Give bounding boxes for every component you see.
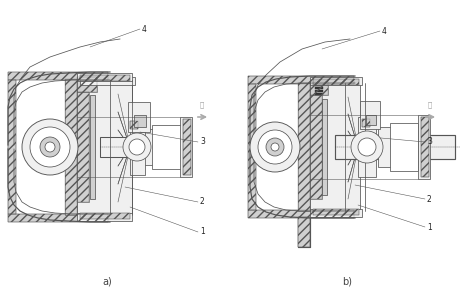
Bar: [362, 119, 370, 127]
Bar: [366, 115, 376, 125]
Bar: [313, 209, 359, 215]
Bar: [362, 119, 370, 127]
Text: 3: 3: [200, 138, 205, 146]
Bar: [315, 86, 323, 89]
Bar: [378, 127, 428, 167]
Bar: [8, 214, 108, 222]
Text: 2: 2: [427, 195, 432, 203]
Bar: [310, 209, 362, 217]
Bar: [130, 121, 138, 129]
Bar: [248, 210, 354, 218]
Bar: [298, 217, 310, 247]
Bar: [313, 79, 359, 85]
Bar: [183, 119, 191, 175]
Circle shape: [271, 143, 279, 151]
Bar: [8, 72, 108, 80]
Bar: [77, 213, 132, 221]
Text: 4: 4: [382, 26, 387, 36]
Bar: [322, 99, 327, 195]
Bar: [248, 76, 354, 84]
Circle shape: [45, 142, 55, 152]
Bar: [248, 210, 354, 218]
Bar: [77, 79, 132, 215]
Bar: [310, 83, 360, 211]
Bar: [358, 117, 376, 177]
Bar: [80, 75, 130, 81]
Text: 后: 后: [428, 102, 432, 108]
Text: 1: 1: [200, 228, 205, 236]
Bar: [100, 137, 190, 157]
Bar: [65, 79, 77, 215]
Circle shape: [250, 122, 300, 172]
Bar: [298, 83, 310, 211]
Bar: [313, 209, 359, 215]
Bar: [65, 79, 77, 215]
Text: b): b): [342, 277, 352, 287]
Bar: [134, 115, 146, 127]
Bar: [90, 95, 95, 199]
Bar: [77, 77, 97, 92]
Circle shape: [129, 139, 145, 155]
Bar: [315, 89, 323, 92]
Bar: [77, 77, 97, 92]
Bar: [130, 121, 138, 129]
Bar: [390, 123, 418, 171]
Circle shape: [358, 138, 376, 156]
Bar: [180, 117, 192, 177]
Bar: [80, 213, 130, 219]
Bar: [421, 117, 429, 177]
Text: a): a): [102, 277, 112, 287]
Bar: [128, 102, 150, 132]
Bar: [418, 115, 430, 179]
Bar: [421, 117, 429, 177]
Bar: [80, 213, 130, 219]
Bar: [335, 135, 455, 159]
Circle shape: [123, 133, 151, 161]
Bar: [315, 83, 323, 86]
Bar: [313, 79, 359, 85]
Bar: [8, 214, 108, 222]
Bar: [248, 84, 256, 210]
Bar: [360, 101, 380, 129]
Bar: [315, 93, 323, 95]
Bar: [183, 119, 191, 175]
Circle shape: [266, 138, 284, 156]
Text: 前: 前: [200, 102, 204, 108]
Bar: [8, 80, 16, 214]
Bar: [298, 217, 310, 247]
Circle shape: [40, 137, 60, 157]
Text: 4: 4: [142, 24, 147, 34]
Circle shape: [258, 130, 292, 164]
Circle shape: [22, 119, 78, 175]
Circle shape: [30, 127, 70, 167]
Text: 1: 1: [427, 223, 432, 231]
Bar: [130, 119, 145, 175]
Circle shape: [351, 131, 383, 163]
Bar: [310, 95, 322, 199]
Bar: [152, 125, 182, 169]
Bar: [310, 77, 362, 85]
Bar: [315, 81, 323, 83]
Bar: [8, 80, 16, 214]
Bar: [138, 129, 190, 165]
Bar: [248, 84, 256, 210]
Bar: [80, 77, 135, 85]
Text: 2: 2: [200, 198, 205, 206]
Bar: [310, 95, 322, 199]
Text: 3: 3: [427, 138, 432, 146]
Bar: [80, 75, 130, 81]
Bar: [298, 83, 310, 211]
Bar: [77, 92, 89, 202]
Bar: [310, 81, 328, 95]
Bar: [77, 92, 89, 202]
Bar: [248, 76, 354, 84]
Bar: [77, 73, 132, 81]
Bar: [8, 72, 108, 80]
Bar: [310, 81, 328, 95]
